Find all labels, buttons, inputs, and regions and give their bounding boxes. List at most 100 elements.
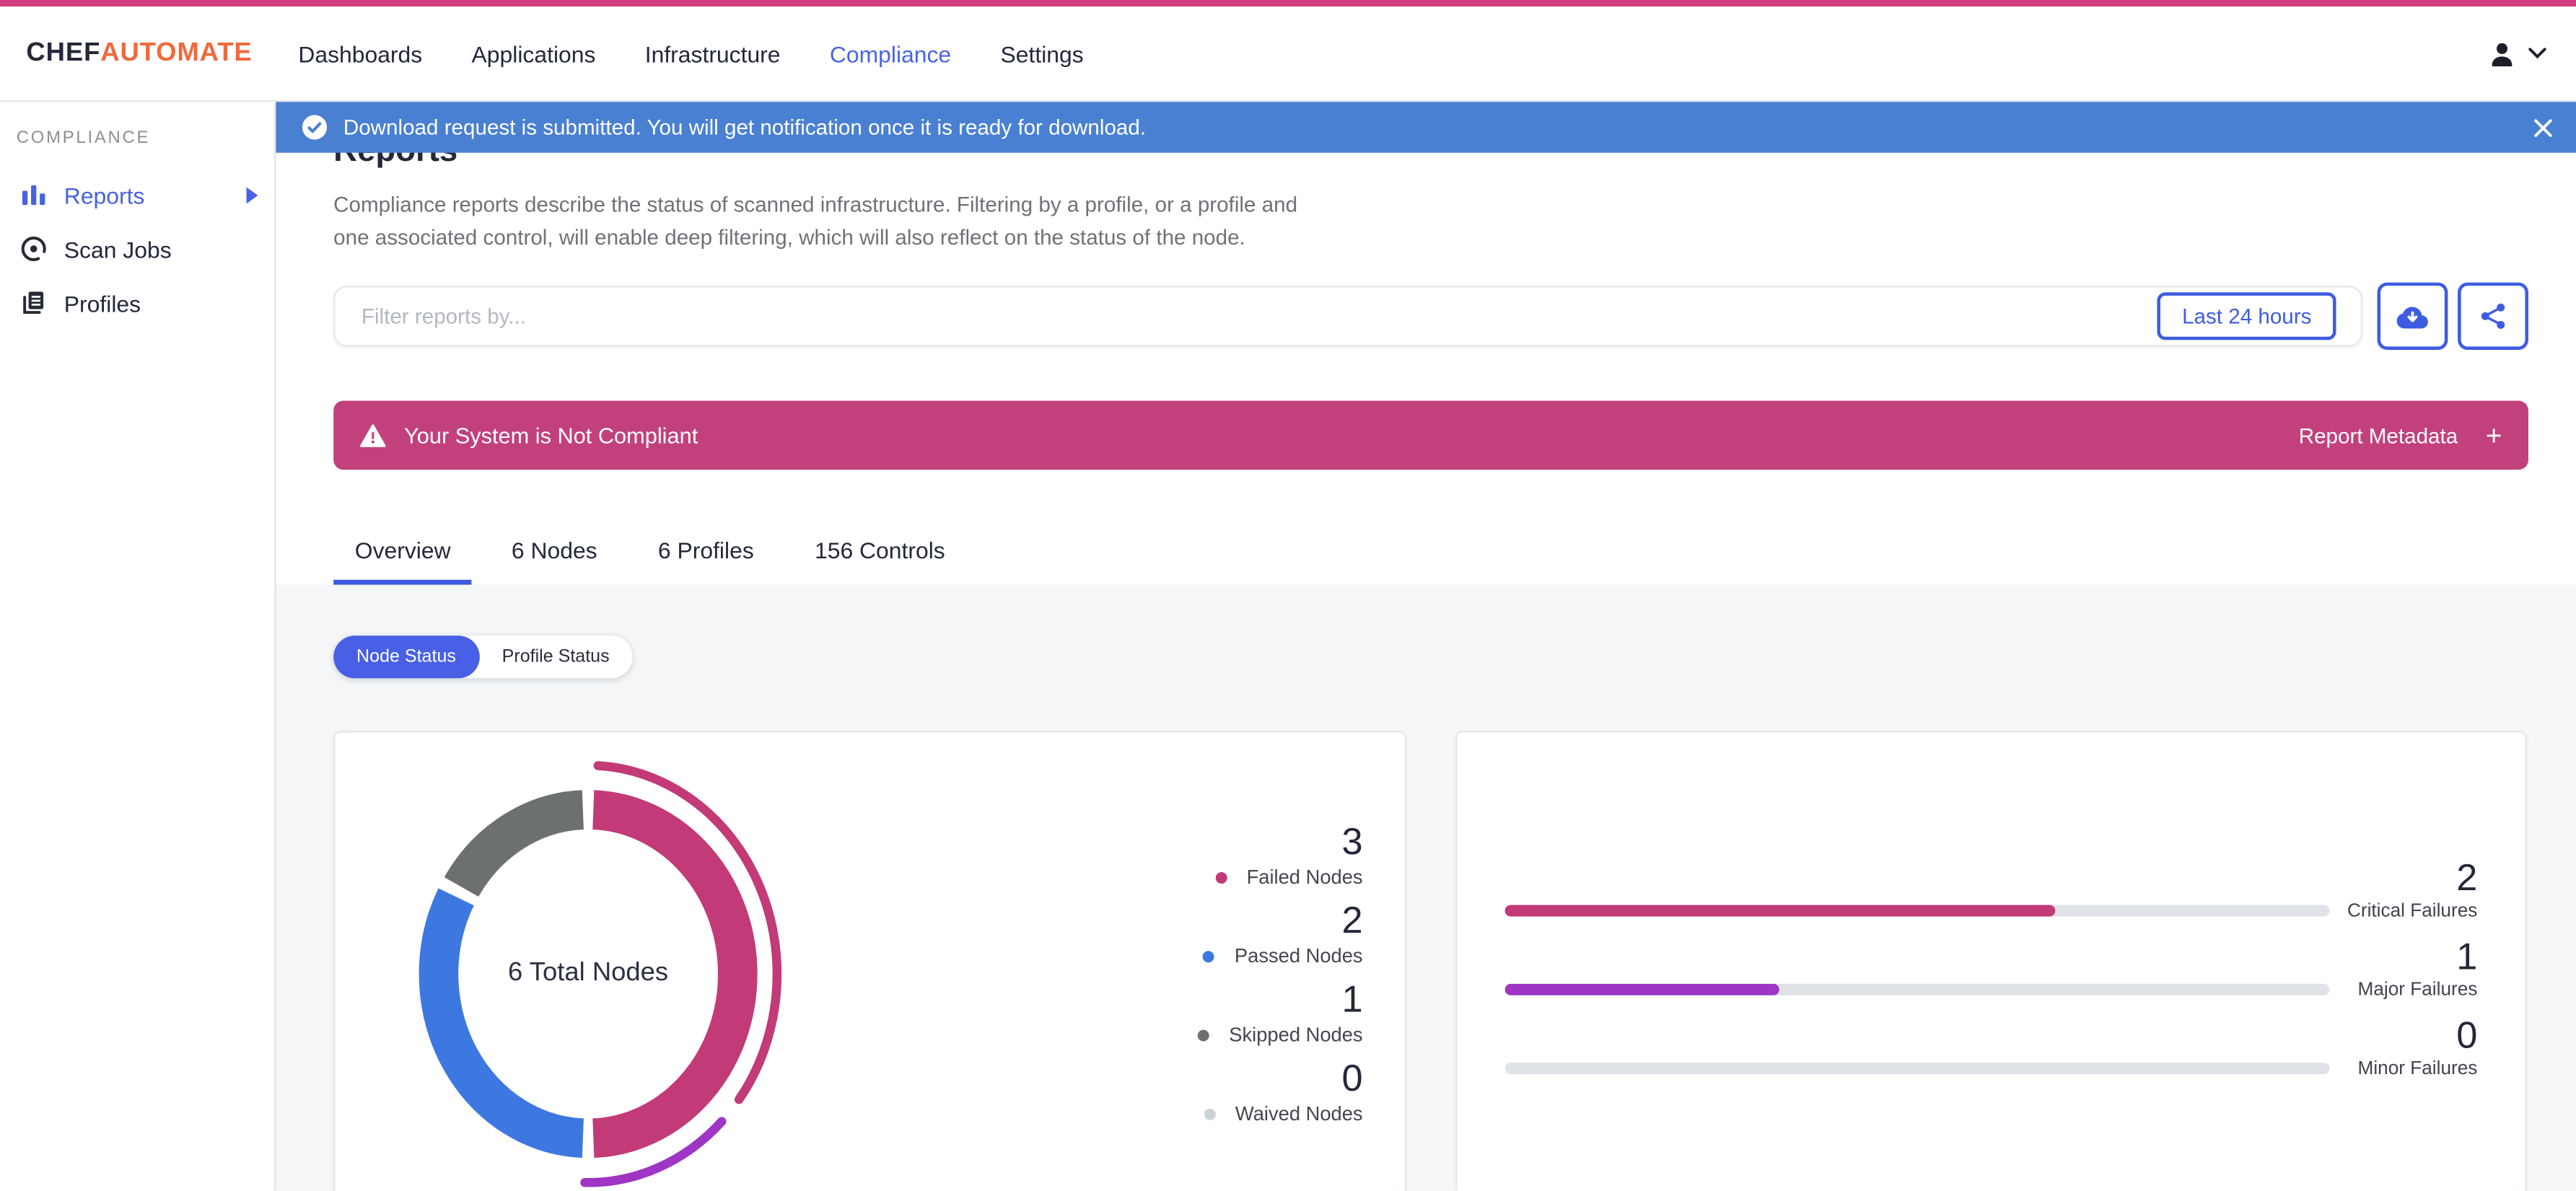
system-not-compliant-banner: Your System is Not Compliant Report Meta… [333, 400, 2528, 470]
tab-controls[interactable]: 156 Controls [815, 537, 945, 563]
logo-automate: AUTOMATE [100, 38, 253, 67]
warning-triangle-icon [360, 423, 386, 447]
waived-dot-icon [1204, 1107, 1216, 1120]
sidebar-item-label: Scan Jobs [63, 235, 172, 263]
legend-value: 2 [1341, 898, 1363, 941]
sidebar-item-label: Reports [63, 181, 145, 208]
page-description: Compliance reports describe the status o… [333, 189, 2528, 253]
bar-meta: 2 Critical Failures [2343, 856, 2478, 923]
donut-skipped-segment [444, 790, 584, 897]
top-accent-strip [0, 0, 2576, 7]
failures-severity-card: 2 Critical Failures 1 Major F [1455, 731, 2527, 1191]
legend-item-passed: 2 Passed Nodes [1198, 898, 1363, 967]
legend-item-waived: 0 Waived Nodes [1198, 1056, 1363, 1125]
filter-reports-input[interactable]: Filter reports by... Last 24 hours [333, 286, 2363, 347]
nav-item-compliance[interactable]: Compliance [829, 40, 952, 67]
sidebar-item-profiles[interactable]: Profiles [0, 276, 274, 330]
node-status-card: 6 Total Nodes 3 Failed Nodes [333, 731, 1406, 1191]
sidebar-item-scan-jobs[interactable]: Scan Jobs [0, 221, 274, 276]
toggle-profile-status[interactable]: Profile Status [501, 647, 610, 667]
plus-icon[interactable]: + [2485, 419, 2502, 451]
sidebar-item-reports[interactable]: Reports [0, 167, 274, 221]
passed-dot-icon [1203, 950, 1215, 962]
check-circle-icon [302, 115, 328, 140]
legend-label: Passed Nodes [1234, 944, 1363, 968]
download-notification-banner: Download request is submitted. You will … [276, 102, 2576, 153]
top-navbar: CHEFAUTOMATE Dashboards Applications Inf… [0, 6, 2576, 102]
expand-arrow-icon [246, 186, 258, 203]
bar-chart-icon [22, 185, 45, 206]
description-line-2: one associated control, will enable deep… [333, 224, 1245, 249]
app-body: COMPLIANCE Reports Scan Jobs [0, 102, 2576, 1191]
bar-meta: 0 Minor Failures [2343, 1014, 2478, 1081]
main-content: Download request is submitted. You will … [276, 102, 2576, 1191]
tab-profiles[interactable]: 6 Profiles [657, 537, 754, 563]
overview-section: Node Status Profile Status 6 To [276, 584, 2576, 1191]
node-status-donut-chart [419, 761, 782, 1187]
radar-icon [21, 236, 46, 262]
filter-toolbar: Filter reports by... Last 24 hours [333, 282, 2528, 350]
logo-chef: CHEF [26, 38, 101, 67]
notification-message: Download request is submitted. You will … [343, 115, 1147, 140]
compliance-status-message: Your System is Not Compliant [404, 423, 698, 448]
donut-center-label-wrap: 6 Total Nodes [358, 736, 818, 1191]
main-nav: Dashboards Applications Infrastructure C… [298, 40, 1083, 66]
bar-label: Critical Failures [2347, 901, 2478, 922]
donut-outer-major-arc [580, 1117, 727, 1187]
share-report-button[interactable] [2458, 282, 2528, 350]
nav-item-settings[interactable]: Settings [1000, 40, 1084, 67]
legend-label: Waived Nodes [1235, 1102, 1363, 1125]
major-bar-fill [1504, 983, 1779, 996]
overview-cards: 6 Total Nodes 3 Failed Nodes [333, 731, 2527, 1191]
legend-label: Failed Nodes [1246, 865, 1363, 889]
legend-value: 1 [1341, 977, 1363, 1020]
critical-failures-row: 2 Critical Failures [1504, 856, 2477, 923]
status-toggle: Node Status Profile Status [333, 636, 633, 679]
chef-automate-logo[interactable]: CHEFAUTOMATE [26, 39, 252, 69]
bar-track [1504, 905, 2330, 917]
report-metadata-toggle[interactable]: Report Metadata [2298, 423, 2458, 448]
bar-label: Major Failures [2357, 980, 2478, 1001]
sidebar-section-label: COMPLIANCE [16, 128, 151, 148]
bar-track [1504, 1063, 2330, 1075]
bar-value: 2 [2456, 856, 2478, 899]
minor-failures-row: 0 Minor Failures [1504, 1014, 2477, 1081]
nav-item-infrastructure[interactable]: Infrastructure [644, 40, 781, 67]
user-menu[interactable] [2487, 39, 2546, 69]
legend-item-skipped: 1 Skipped Nodes [1198, 977, 1363, 1047]
major-failures-row: 1 Major Failures [1504, 934, 2477, 1001]
node-status-legend: 3 Failed Nodes 2 Passed Nodes [1198, 819, 1363, 1135]
bar-label: Minor Failures [2357, 1059, 2478, 1079]
description-line-1: Compliance reports describe the status o… [333, 192, 1298, 217]
donut-failed-segment [592, 790, 758, 1158]
cloud-download-icon [2396, 306, 2428, 328]
critical-bar-fill [1504, 905, 2055, 917]
reports-header-section: Reports Compliance reports describe the … [276, 102, 2576, 585]
donut-passed-segment [419, 888, 584, 1158]
legend-item-failed: 3 Failed Nodes [1198, 819, 1363, 889]
compliance-sidebar: COMPLIANCE Reports Scan Jobs [0, 102, 276, 1191]
bar-meta: 1 Major Failures [2343, 934, 2478, 1001]
sidebar-item-label: Profiles [63, 289, 141, 317]
bar-value: 0 [2456, 1013, 2478, 1056]
tab-overview[interactable]: Overview [333, 516, 473, 585]
close-icon[interactable] [2533, 118, 2553, 137]
failed-dot-icon [1215, 871, 1227, 883]
time-range-button[interactable]: Last 24 hours [2157, 292, 2336, 340]
nav-item-applications[interactable]: Applications [471, 40, 596, 67]
failures-bar-chart: 2 Critical Failures 1 Major F [1456, 732, 2525, 1081]
skipped-dot-icon [1198, 1029, 1209, 1041]
toggle-node-status[interactable]: Node Status [333, 636, 479, 679]
total-nodes-label: 6 Total Nodes [508, 959, 669, 988]
legend-label: Skipped Nodes [1229, 1023, 1363, 1047]
legend-value: 0 [1341, 1055, 1363, 1099]
download-report-button[interactable] [2377, 282, 2448, 350]
donut-outer-critical-arc [593, 761, 782, 1104]
tab-nodes[interactable]: 6 Nodes [511, 537, 597, 563]
bar-value: 1 [2456, 934, 2478, 977]
report-tabs: Overview 6 Nodes 6 Profiles 156 Controls [333, 516, 2528, 585]
bar-track [1504, 983, 2330, 996]
filter-placeholder: Filter reports by... [361, 304, 526, 329]
nav-item-dashboards[interactable]: Dashboards [298, 40, 423, 67]
